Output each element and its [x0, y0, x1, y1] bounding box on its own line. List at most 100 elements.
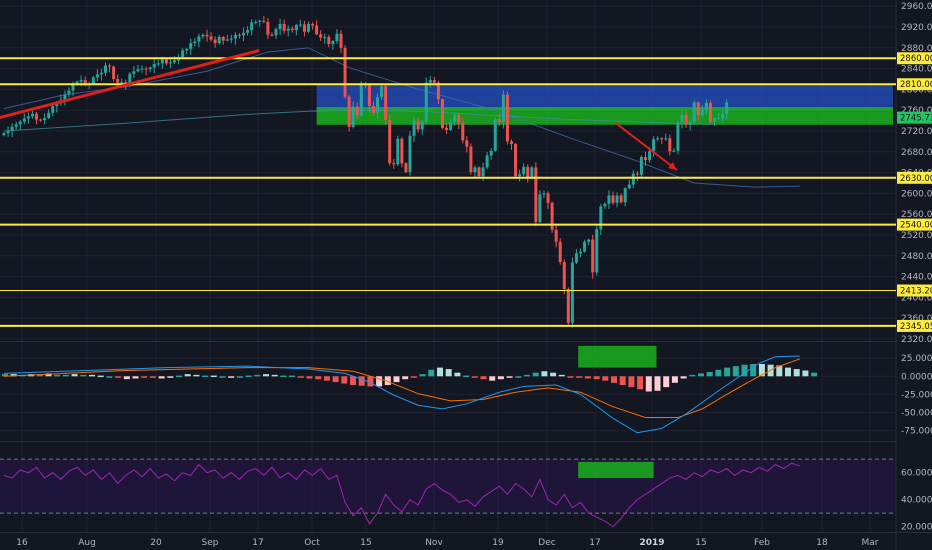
macd-histogram-bar	[228, 376, 235, 378]
candle-body	[652, 139, 656, 152]
rsi-highlight-box	[578, 461, 654, 479]
macd-histogram-bar	[645, 376, 652, 392]
x-tick-label: Sep	[202, 538, 219, 548]
candle-body	[469, 146, 473, 173]
macd-histogram-bar	[167, 376, 174, 378]
candle-body	[311, 23, 315, 26]
candle-body	[672, 150, 676, 152]
price-axis[interactable]: 2960.00 2920.00 2880.00 2840.00 2800.00 2760.…	[897, 2, 932, 533]
macd-histogram-bar	[628, 376, 635, 388]
level-label: 2630.00	[900, 174, 932, 184]
candle-body	[554, 229, 558, 242]
candle-body	[282, 23, 286, 31]
candle-body	[538, 194, 542, 222]
macd-histogram-bar	[254, 374, 261, 377]
candle-body	[351, 106, 355, 127]
rsi-line	[3, 462, 800, 528]
candle-body	[286, 28, 290, 31]
candle-body	[384, 86, 388, 121]
candle-body	[152, 63, 156, 68]
candle-body	[14, 124, 18, 127]
candle-body	[168, 62, 172, 64]
candle-body	[242, 32, 246, 36]
candle-body	[704, 102, 708, 110]
macd-histogram-bar	[654, 376, 661, 391]
candle-body	[104, 65, 107, 73]
candle-body	[221, 36, 225, 41]
y-tick-label: 2400.00	[901, 293, 932, 303]
candle-body	[684, 114, 688, 125]
price-panel[interactable]	[0, 5, 896, 340]
candle-body	[298, 24, 302, 26]
candle-body	[457, 114, 461, 123]
macd-histogram-bar	[637, 376, 644, 390]
candle-body	[635, 173, 639, 175]
candle-body	[193, 41, 197, 44]
macd-histogram-bar	[297, 376, 304, 378]
candle-body	[583, 241, 587, 252]
x-tick-label: 15	[360, 538, 371, 548]
candle-body	[615, 195, 619, 203]
x-tick-label: Dec	[538, 538, 555, 548]
last-price-tag	[897, 111, 932, 124]
macd-histogram-bar	[245, 375, 252, 378]
macd-histogram-bar	[715, 369, 722, 377]
macd-histogram-bar	[71, 374, 78, 377]
candle-body	[376, 97, 380, 113]
macd-histogram-bar	[367, 376, 374, 387]
candle-body	[22, 118, 26, 122]
candle-body	[562, 262, 566, 290]
macd-tick-label: 0.0000	[901, 372, 932, 382]
candle-body	[26, 116, 30, 119]
macd-histogram-bar	[776, 365, 783, 377]
x-tick-label: 16	[16, 538, 28, 548]
candle-body	[501, 94, 505, 123]
candle-body	[449, 122, 453, 130]
macd-histogram-bar	[454, 372, 461, 377]
candle-body	[217, 36, 221, 44]
macd-histogram-bar	[210, 375, 217, 378]
candle-body	[327, 36, 331, 45]
candle-body	[181, 50, 185, 58]
candle-body	[319, 34, 323, 38]
candle-body	[201, 34, 205, 37]
x-tick-label: 2019	[639, 538, 664, 548]
candle-body	[505, 94, 509, 142]
candle-body	[436, 82, 440, 100]
candle-body	[294, 24, 298, 31]
candle-body	[461, 122, 465, 141]
macd-histogram-bar	[219, 376, 226, 378]
candle-body	[270, 34, 274, 36]
y-tick-label: 2600.00	[901, 189, 932, 199]
candle-body	[67, 90, 71, 95]
candle-body	[696, 102, 700, 116]
y-tick-label: 2520.00	[901, 231, 932, 241]
candle-body	[371, 106, 375, 113]
macd-panel[interactable]	[0, 345, 896, 434]
time-axis[interactable]: 16 Aug 20 Sep 17 Oct 15 Nov 19 Dec 17 2019 15 Feb 18 Ma…	[16, 538, 879, 548]
x-tick-label: 20	[150, 538, 162, 548]
candle-body	[144, 68, 148, 70]
x-tick-label: 17	[252, 538, 263, 548]
y-tick-label: 2840.00	[901, 65, 932, 75]
candle-body	[185, 48, 189, 51]
candle-body	[400, 138, 404, 164]
macd-histogram-bar	[593, 376, 600, 380]
rsi-tick-label: 40.0000	[901, 496, 932, 506]
macd-tick-label: -75.0000	[901, 427, 932, 437]
rsi-panel[interactable]	[0, 458, 896, 528]
candle-body	[639, 157, 643, 175]
candle-body	[34, 113, 38, 120]
candle-body	[290, 28, 294, 31]
candle-body	[725, 102, 729, 114]
macd-histogram-bar	[393, 376, 400, 383]
candle-body	[79, 80, 83, 82]
level-label: 2540.00	[900, 221, 932, 231]
candle-body	[416, 120, 420, 130]
candle-body	[262, 20, 266, 22]
macd-histogram-bar	[36, 374, 43, 377]
candle-body	[627, 184, 631, 189]
candle-body	[173, 60, 177, 63]
y-tick-label: 2960.00	[901, 2, 932, 12]
macd-histogram-bar	[567, 376, 574, 378]
